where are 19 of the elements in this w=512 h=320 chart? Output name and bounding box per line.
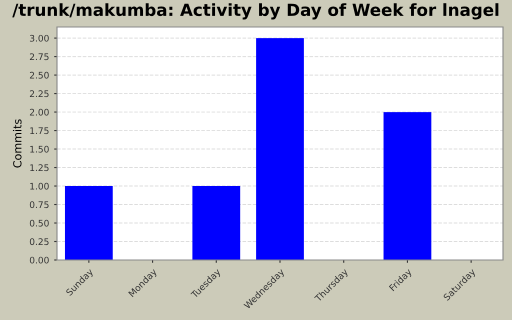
bar [256, 38, 304, 260]
y-tick-label: 2.75 [30, 53, 49, 60]
bar [64, 186, 113, 260]
y-tick-label: 0.25 [30, 238, 49, 246]
y-axis-title: Commits [12, 119, 22, 168]
chart-title: /trunk/makumba: Activity by Day of Week for lnagel [12, 3, 498, 20]
y-tick-label: 1.25 [30, 164, 49, 172]
y-tick-label: 0.75 [30, 201, 49, 208]
bar [192, 186, 240, 260]
y-tick-label: 1.75 [30, 127, 49, 134]
y-tick-label: 1.00 [30, 182, 49, 190]
y-tick-label: 2.50 [30, 72, 49, 79]
y-tick-label: 0.00 [30, 256, 49, 264]
y-tick-label: 1.50 [30, 146, 49, 153]
y-tick-label: 2.00 [30, 108, 49, 116]
y-tick-label: 0.50 [30, 220, 49, 227]
y-tick-label: 2.25 [30, 90, 49, 98]
y-tick-label: 3.00 [30, 34, 49, 42]
bar [384, 112, 432, 260]
